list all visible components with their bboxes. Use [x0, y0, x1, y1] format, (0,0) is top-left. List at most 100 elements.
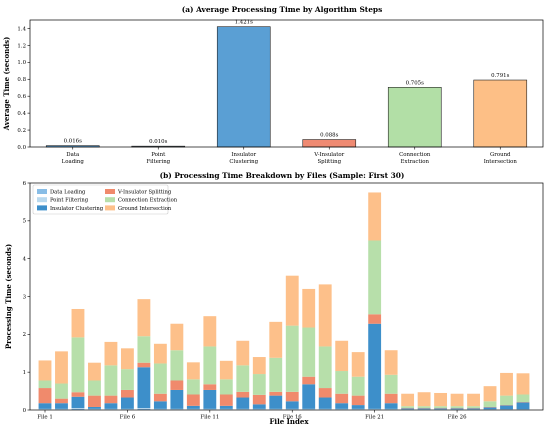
chart-b-bar-segment — [137, 408, 151, 409]
chart-average-processing-time: (a) Average Processing Time by Algorithm… — [2, 5, 544, 165]
chart-b-ytick-label: 3 — [23, 294, 27, 300]
chart-b-xtick-label: File 16 — [283, 415, 303, 421]
chart-b-bar-segment — [104, 365, 118, 396]
chart-b-bar-segment — [302, 327, 316, 377]
chart-b-bar-segment — [120, 389, 134, 398]
chart-b-bar-segment — [55, 398, 68, 404]
chart-b-bar-segment — [351, 395, 365, 406]
chart-b-legend-label: Ground Intersection — [118, 206, 172, 212]
chart-a-ytick-label: 1.2 — [17, 43, 26, 49]
chart-a-xtick-label: Intersection — [484, 159, 518, 165]
chart-b-ylabel: Processing Time (seconds) — [4, 244, 13, 349]
chart-b-bar-segment — [153, 409, 167, 410]
chart-b-legend-swatch — [37, 197, 47, 203]
chart-b-legend-label: Data Loading — [50, 189, 86, 195]
chart-b-bar-segment — [335, 393, 349, 404]
chart-a-title: (a) Average Processing Time by Algorithm… — [182, 5, 382, 14]
chart-b-bar-segment — [186, 405, 200, 409]
chart-b-ytick-label: 4 — [23, 257, 27, 263]
chart-b-ytick-label: 5 — [23, 219, 27, 225]
chart-b-bar-segment — [450, 408, 464, 410]
chart-b-bar-segment — [384, 393, 398, 404]
chart-b-bar-segment — [55, 383, 68, 399]
chart-b-bar-segment — [153, 343, 167, 364]
chart-b-bar-segment — [170, 350, 184, 381]
chart-b-bar-segment — [335, 340, 349, 372]
chart-a-xtick-label: Filtering — [146, 159, 170, 165]
chart-b-bar-segment — [285, 325, 299, 392]
chart-b-bar-segment — [500, 372, 513, 396]
chart-b-bars — [38, 192, 530, 410]
chart-b-bar-segment — [351, 409, 365, 410]
chart-b-legend-label: Connection Extraction — [118, 198, 178, 204]
chart-a-xtick-label: Loading — [62, 159, 85, 165]
chart-a-bar — [473, 79, 528, 148]
chart-b-bar-segment — [401, 406, 415, 409]
chart-a-xtick-label: Extraction — [400, 159, 429, 165]
chart-a-value-label: 0.791s — [491, 73, 509, 79]
chart-b-bar-segment — [203, 346, 217, 385]
chart-b-bar-segment — [38, 409, 52, 410]
chart-b-bar-segment — [302, 384, 316, 409]
chart-b-bar-segment — [467, 408, 480, 410]
chart-b-bar-segment — [186, 379, 200, 395]
chart-a-value-label: 0.088s — [320, 133, 338, 139]
chart-b-bar-segment — [483, 401, 497, 407]
chart-b-bar-segment — [71, 392, 85, 397]
chart-b-bar-segment — [203, 389, 217, 409]
chart-b-bar-segment — [219, 379, 233, 395]
chart-b-bar-segment — [516, 402, 530, 410]
chart-a-ytick-label: 0.6 — [17, 94, 26, 100]
chart-b-bar-segment — [88, 395, 101, 407]
chart-a-xtick-label: Splitting — [317, 159, 341, 165]
chart-b-bar-segment — [285, 401, 299, 409]
chart-b-bar-segment — [500, 395, 513, 406]
chart-b-bar-segment — [88, 409, 101, 410]
chart-a-bar — [387, 87, 442, 148]
chart-a-ytick-label: 1.0 — [17, 60, 26, 66]
chart-b-bar-segment — [351, 405, 365, 409]
chart-b-bar-segment — [285, 275, 299, 326]
chart-b-bar-segment — [269, 321, 283, 358]
chart-b-bar-segment — [450, 393, 464, 407]
chart-b-bar-segment — [269, 395, 283, 409]
chart-b-bar-segment — [104, 409, 118, 410]
chart-b-bar-segment — [285, 409, 299, 410]
chart-b-legend: Data Loading Point Filtering Insulator Clu… — [32, 184, 178, 215]
chart-a-value-label: 0.010s — [149, 139, 167, 145]
chart-b-bar-segment — [252, 357, 266, 375]
chart-b-bar-segment — [71, 308, 85, 338]
chart-b-bar-segment — [120, 409, 134, 410]
chart-b-bar-segment — [368, 409, 382, 410]
chart-b-legend-swatch — [105, 205, 115, 211]
chart-a-ytick-label: 1.4 — [17, 26, 26, 32]
chart-b-bar-segment — [153, 401, 167, 409]
chart-b-bar-segment — [153, 393, 167, 402]
chart-processing-time-breakdown: (b) Processing Time Breakdown by Files (… — [4, 171, 544, 426]
chart-b-bar-segment — [236, 409, 250, 410]
chart-b-bar-segment — [483, 386, 497, 402]
chart-b-bar-segment — [55, 351, 68, 384]
chart-b-bar-segment — [203, 384, 217, 390]
chart-b-bar-segment — [38, 403, 52, 409]
chart-b-bar-segment — [170, 323, 184, 351]
chart-b-bar-segment — [384, 374, 398, 394]
chart-b-bar-segment — [269, 357, 283, 392]
chart-b-bar-segment — [434, 392, 448, 407]
chart-b-bar-segment — [137, 299, 151, 337]
chart-b-bar-segment — [170, 409, 184, 410]
chart-b-bar-segment — [236, 397, 250, 409]
chart-b-bar-segment — [170, 380, 184, 390]
chart-b-bar-segment — [219, 405, 233, 409]
chart-b-bar-segment — [137, 367, 151, 409]
chart-a-xtick-label: V-Insulator — [313, 152, 344, 158]
chart-b-bar-segment — [500, 405, 513, 410]
chart-b-bar-segment — [302, 288, 316, 328]
chart-b-bar-segment — [186, 409, 200, 410]
chart-a-frame — [29, 19, 544, 148]
chart-b-bar-segment — [516, 394, 530, 403]
chart-b-xtick-label: File 26 — [448, 415, 468, 421]
chart-b-bar-segment — [252, 374, 266, 395]
chart-b-bar-segment — [219, 360, 233, 380]
chart-b-bar-segment — [104, 341, 118, 366]
